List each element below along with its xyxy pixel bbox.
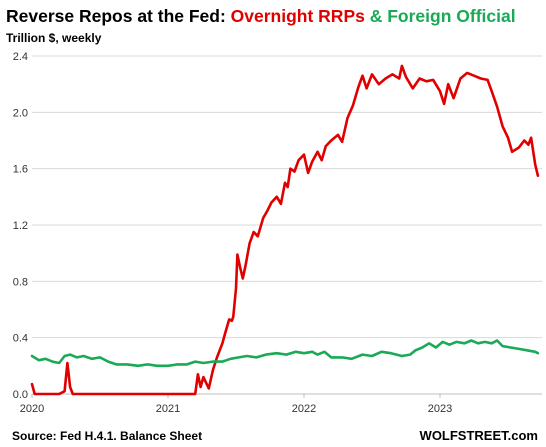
- gridlines: [32, 55, 542, 395]
- y-tick-label: 2.4: [13, 51, 28, 63]
- chart-title-overnight-rrps: Overnight RRPs: [231, 6, 365, 26]
- brand-watermark: WOLFSTREET.com: [420, 428, 538, 443]
- y-tick-label: 0.8: [13, 276, 28, 288]
- chart-title: Reverse Repos at the Fed: Overnight RRPs…: [6, 6, 516, 26]
- x-axis-ticks: 2020 2021 2022 2023: [20, 394, 452, 415]
- x-tick-label: 2021: [156, 403, 180, 415]
- series-line-foreign-official: [30, 339, 540, 368]
- series-line-overnight-rrps: [30, 64, 540, 396]
- y-tick-label: 1.6: [13, 164, 28, 176]
- x-tick-label: 2023: [428, 403, 452, 415]
- y-tick-label: 0.4: [13, 333, 28, 345]
- chart-title-joiner: &: [365, 6, 387, 26]
- y-tick-label: 1.2: [13, 220, 28, 232]
- y-tick-label: 2.0: [13, 107, 28, 119]
- chart-subtitle: Trillion $, weekly: [6, 31, 102, 45]
- x-tick-label: 2020: [20, 403, 44, 415]
- y-axis-ticks: 0.0 0.4 0.8 1.2 1.6 2.0 2.4: [13, 51, 28, 401]
- chart-title-prefix: Reverse Repos at the Fed:: [6, 6, 231, 26]
- y-tick-label: 0.0: [13, 389, 28, 401]
- chart-title-foreign-official: Foreign Official: [387, 6, 515, 26]
- source-note: Source: Fed H.4.1. Balance Sheet: [12, 429, 202, 443]
- x-tick-label: 2022: [292, 403, 316, 415]
- series-lines: [30, 64, 540, 396]
